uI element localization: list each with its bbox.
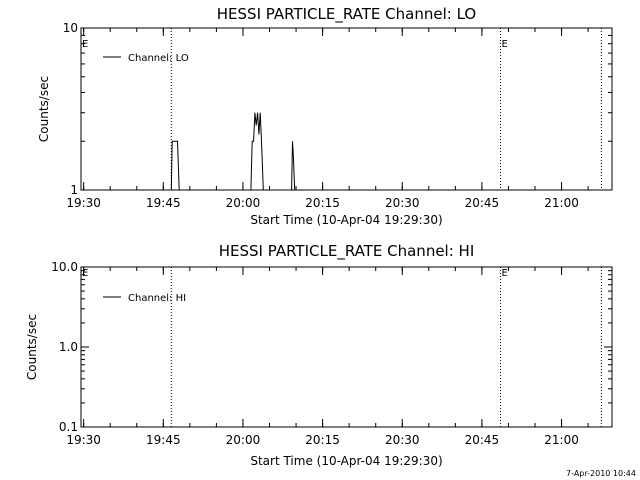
x-tick-label: 20:15 bbox=[305, 196, 340, 210]
x-tick-label: 20:30 bbox=[385, 196, 420, 210]
y-tick-label: 1.0 bbox=[59, 340, 78, 354]
chart-hi: HESSI PARTICLE_RATE Channel: HI 19:30 19:4… bbox=[25, 242, 613, 468]
x-tick-label: 19:45 bbox=[146, 433, 181, 447]
series-line bbox=[250, 112, 264, 191]
x-axis-label: Start Time (10-Apr-04 19:29:30) bbox=[250, 454, 442, 468]
y-axis-label: Counts/sec bbox=[25, 314, 39, 380]
x-tick-label: 21:00 bbox=[544, 196, 579, 210]
chart-title: HESSI PARTICLE_RATE Channel: HI bbox=[219, 242, 475, 261]
x-tick-label: 20:45 bbox=[465, 196, 500, 210]
y-tick-label: 10 bbox=[63, 21, 78, 35]
plot-frame bbox=[80, 27, 613, 191]
chart-lo: HESSI PARTICLE_RATE Channel: LO 19:30 19:4… bbox=[37, 5, 613, 227]
x-tick-label: 20:45 bbox=[465, 433, 500, 447]
x-tick-label: 20:15 bbox=[305, 433, 340, 447]
event-annotation: E bbox=[501, 268, 507, 279]
series-line bbox=[170, 140, 180, 191]
series-line bbox=[291, 141, 296, 191]
legend-label: Channel: HI bbox=[128, 293, 186, 304]
event-annotation: E bbox=[82, 39, 88, 50]
y-axis-label: Counts/sec bbox=[37, 76, 51, 142]
y-tick-label: 1 bbox=[70, 183, 78, 197]
chart-title: HESSI PARTICLE_RATE Channel: LO bbox=[217, 5, 476, 24]
x-tick-label: 20:00 bbox=[226, 433, 261, 447]
x-axis-label: Start Time (10-Apr-04 19:29:30) bbox=[250, 213, 442, 227]
plot-frame bbox=[80, 266, 613, 428]
x-tick-label: 19:45 bbox=[146, 196, 181, 210]
x-tick-label: 19:30 bbox=[66, 196, 101, 210]
x-tick-label: 20:00 bbox=[226, 196, 261, 210]
event-annotation: E bbox=[82, 268, 88, 279]
y-tick-label: 10.0 bbox=[51, 260, 78, 274]
footer-timestamp: 7-Apr-2010 10:44 bbox=[566, 469, 636, 478]
legend-label: Channel: LO bbox=[128, 53, 189, 64]
y-tick-label: 0.1 bbox=[59, 420, 78, 434]
x-tick-label: 21:00 bbox=[544, 433, 579, 447]
event-annotation: E bbox=[501, 39, 507, 50]
x-tick-label: 20:30 bbox=[385, 433, 420, 447]
x-tick-label: 19:30 bbox=[66, 433, 101, 447]
